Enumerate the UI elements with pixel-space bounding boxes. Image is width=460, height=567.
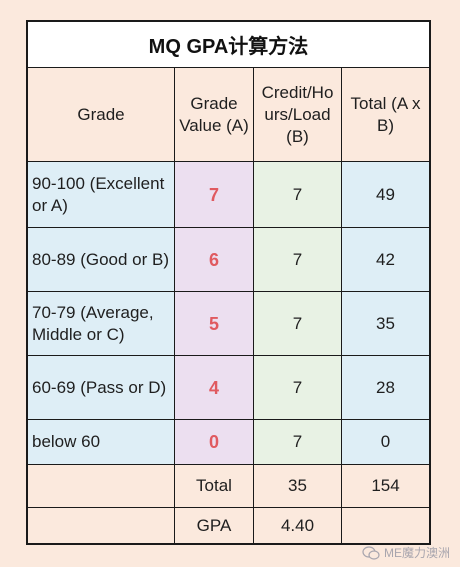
total-points: 154	[371, 476, 400, 495]
title-row: MQ GPA计算方法	[28, 22, 429, 68]
total-cell: 49	[342, 162, 429, 227]
table-row: 80-89 (Good or B) 6 7 42	[28, 228, 429, 292]
empty-cell	[342, 508, 429, 543]
credit-cell: 7	[254, 228, 342, 291]
total-cell: 28	[342, 356, 429, 419]
gpa-label: GPA	[175, 508, 254, 543]
grade-value-cell: 4	[175, 356, 254, 419]
gpa-table: MQ GPA计算方法 Grade Grade Value (A) Credit/…	[26, 20, 431, 545]
table-row: below 60 0 7 0	[28, 420, 429, 465]
grade-cell: 60-69 (Pass or D)	[28, 356, 175, 419]
watermark: ME魔力澳洲	[362, 544, 450, 561]
header-total: Total (A x B)	[350, 93, 421, 135]
empty-cell	[28, 508, 175, 543]
credit-cell: 7	[254, 420, 342, 464]
header-credit: Credit/Ho urs/Load (B)	[254, 68, 342, 161]
header-grade-value: Grade Value (A)	[175, 68, 254, 161]
empty-cell	[28, 465, 175, 507]
gpa-value: 4.40	[254, 508, 342, 543]
grade-value-cell: 5	[175, 292, 254, 355]
total-row: Total 35 154	[28, 465, 429, 508]
credit-cell: 7	[254, 292, 342, 355]
grade-value-cell: 6	[175, 228, 254, 291]
grade-cell: 80-89 (Good or B)	[28, 228, 175, 291]
header-row: Grade Grade Value (A) Credit/Ho urs/Load…	[28, 68, 429, 162]
total-label: Total	[175, 465, 254, 507]
table-row: 70-79 (Average, Middle or C) 5 7 35	[28, 292, 429, 356]
grade-cell: below 60	[28, 420, 175, 464]
wechat-icon	[362, 545, 380, 560]
total-cell: 0	[342, 420, 429, 464]
grade-cell: 90-100 (Excellent or A)	[28, 162, 175, 227]
credit-cell: 7	[254, 356, 342, 419]
total-cell: 35	[342, 292, 429, 355]
watermark-text: ME魔力澳洲	[383, 546, 450, 560]
total-credit: 35	[254, 465, 342, 507]
grade-cell: 70-79 (Average, Middle or C)	[28, 292, 175, 355]
grade-value-cell: 0	[175, 420, 254, 464]
header-grade: Grade	[28, 68, 175, 161]
credit-cell: 7	[254, 162, 342, 227]
table-row: 60-69 (Pass or D) 4 7 28	[28, 356, 429, 420]
grade-value-cell: 7	[175, 162, 254, 227]
table-row: 90-100 (Excellent or A) 7 7 49	[28, 162, 429, 228]
gpa-row: GPA 4.40	[28, 508, 429, 543]
table-title: MQ GPA计算方法	[148, 36, 309, 58]
total-cell: 42	[342, 228, 429, 291]
